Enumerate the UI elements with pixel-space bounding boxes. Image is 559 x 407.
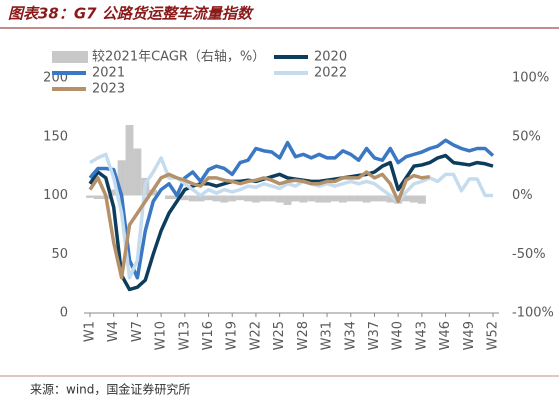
y-tick-label: 100 [43, 188, 68, 203]
area-bar [267, 195, 276, 202]
y-tick-label: 0 [60, 306, 68, 321]
area-bar [93, 195, 102, 200]
area-bar [331, 195, 339, 202]
line-series [88, 138, 495, 280]
legend-label: 2023 [92, 82, 125, 97]
area-bar [354, 195, 363, 202]
area-bar [417, 195, 426, 204]
x-tick-label: W37 [367, 321, 382, 350]
legend-label: 较2021年CAGR（右轴，%） [92, 50, 265, 65]
x-tick-label: W13 [177, 321, 192, 350]
y2-tick-label: 0% [512, 188, 533, 203]
area-bar [283, 195, 292, 205]
area-bar [402, 195, 411, 202]
x-tick-label: W10 [154, 321, 169, 350]
area-bar [307, 195, 316, 202]
x-tick-label: W43 [414, 321, 429, 350]
x-tick-label: W31 [320, 321, 335, 350]
area-bar [378, 195, 387, 202]
area-bar [236, 195, 245, 201]
y-tick-label: 150 [43, 129, 68, 144]
x-tick-label: W1 [83, 321, 98, 342]
area-bar [196, 195, 205, 202]
x-tick-label: W40 [391, 321, 406, 350]
area-bar [180, 195, 189, 201]
x-tick-label: W4 [106, 321, 121, 342]
area-bar [204, 195, 213, 201]
source: 来源：wind，国金证券研究所 [30, 382, 190, 397]
line-series [89, 152, 493, 280]
area-bar [299, 195, 308, 203]
y2-tick-label: 50% [512, 129, 541, 144]
area-bar [125, 125, 134, 196]
area-bar [212, 195, 221, 202]
area-bar [220, 195, 229, 203]
x-tick-label: W46 [438, 321, 453, 350]
y2-tick-label: -100% [512, 306, 554, 321]
area-bar [251, 195, 260, 203]
area-bar [275, 195, 284, 203]
x-tick-label: W52 [486, 321, 501, 350]
x-tick-label: W19 [225, 321, 240, 350]
area-bar [346, 195, 355, 202]
legend-swatch [52, 51, 88, 63]
area-bar [172, 195, 181, 200]
legend-label: 2021 [92, 66, 125, 81]
area-bar [386, 195, 395, 203]
line-series [88, 170, 431, 280]
area-bar [117, 160, 126, 196]
area-bar [315, 195, 324, 203]
y2-tick-label: 100% [512, 71, 549, 86]
y2-tick-label: -50% [512, 247, 546, 262]
x-tick-label: W34 [343, 321, 358, 350]
x-tick-label: W25 [272, 321, 287, 350]
x-tick-label: W22 [248, 321, 263, 350]
y-tick-label: 50 [51, 247, 68, 262]
x-tick-label: W49 [462, 321, 477, 350]
area-bar [133, 148, 142, 196]
x-tick-label: W16 [201, 321, 216, 350]
area-bar [410, 195, 418, 203]
area-bar [259, 195, 268, 202]
area-bar [370, 195, 379, 202]
area-bar [188, 195, 197, 202]
area-bar [165, 195, 173, 200]
area-bar [228, 195, 237, 202]
x-tick-label: W28 [296, 321, 311, 350]
legend-label: 2022 [314, 66, 347, 81]
x-tick-label: W7 [130, 321, 145, 342]
chart-title: 图表38：G7 公路货运整车流量指数 [8, 5, 255, 23]
area-bar [338, 195, 347, 203]
area-bar [323, 195, 332, 203]
area-bar [86, 195, 94, 198]
line-series [88, 153, 494, 292]
area-bar [291, 195, 300, 202]
area-bar [109, 189, 118, 196]
legend-label: 2020 [314, 50, 347, 65]
area-bar [244, 195, 252, 202]
area-bar [362, 195, 371, 203]
